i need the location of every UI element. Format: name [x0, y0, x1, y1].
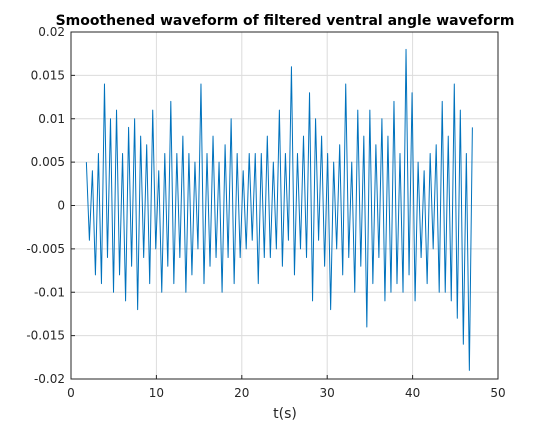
x-tick-label: 30 [320, 386, 335, 400]
series [85, 48, 473, 371]
y-tick-label: 0.02 [38, 25, 65, 39]
chart-title: Smoothened waveform of filtered ventral … [56, 13, 515, 29]
x-tick-label: 40 [405, 386, 420, 400]
y-tick-label: 0 [57, 199, 65, 213]
x-tick-label: 50 [490, 386, 505, 400]
y-tick-label: 0.01 [38, 112, 65, 126]
x-tick-label: 0 [67, 386, 75, 400]
x-axis-label: t(s) [273, 406, 297, 422]
y-tick-label: 0.015 [31, 68, 65, 82]
x-tick-label: 10 [149, 386, 164, 400]
y-tick-label: -0.015 [26, 329, 65, 343]
y-tick-label: 0.005 [31, 155, 65, 169]
waveform-line [85, 48, 473, 371]
y-tick-label: -0.005 [26, 242, 65, 256]
y-tick-label: -0.02 [34, 372, 65, 386]
y-tick-label: -0.01 [34, 285, 65, 299]
ticks: 0 10 20 30 40 50 0.02 0.015 0.01 0.005 0 -0.005 -0.0… [26, 25, 505, 400]
x-tick-label: 20 [234, 386, 249, 400]
